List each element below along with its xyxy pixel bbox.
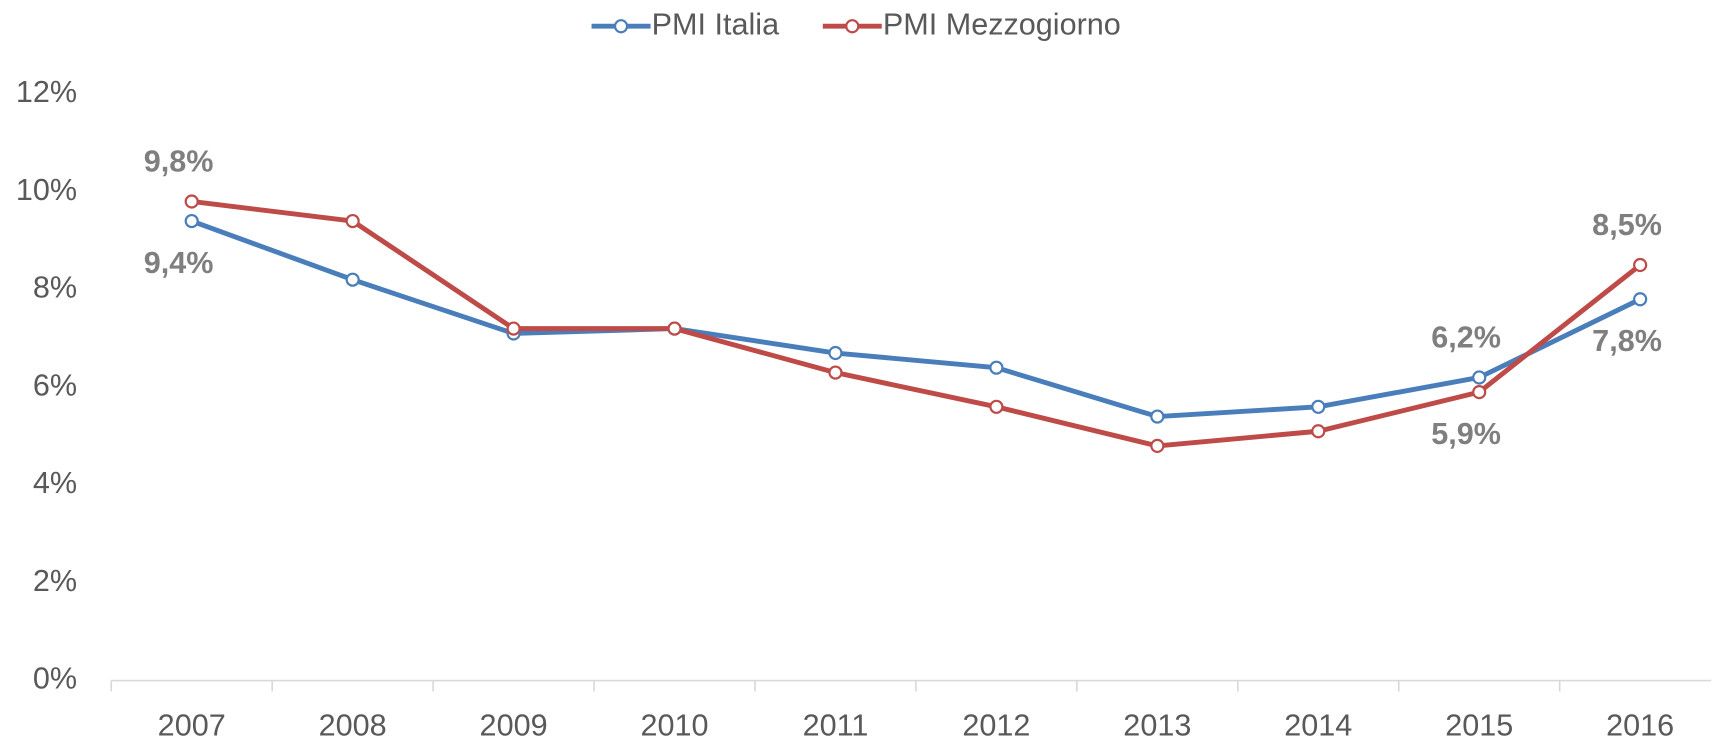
data-point	[1150, 409, 1165, 424]
x-tick-label: 2007	[158, 709, 226, 743]
data-label: 5,9%	[1431, 417, 1501, 451]
data-point	[1311, 424, 1326, 439]
data-label: 9,8%	[144, 144, 214, 178]
data-point	[345, 272, 360, 287]
x-tick-label: 2011	[803, 709, 869, 743]
data-point	[1633, 257, 1648, 273]
data-point	[989, 360, 1004, 375]
y-tick-label: 0%	[33, 662, 77, 696]
y-tick-label: 6%	[33, 368, 77, 402]
data-point	[1472, 370, 1487, 385]
data-point	[1311, 399, 1326, 414]
data-point	[184, 194, 199, 209]
data-label: 7,8%	[1592, 324, 1662, 358]
data-point	[345, 213, 360, 229]
x-tick-label: 2015	[1445, 709, 1513, 743]
data-point	[1633, 292, 1648, 307]
series-line	[191, 199, 1642, 449]
data-label: 9,4%	[144, 246, 214, 280]
legend-label: PMI Mezzogiorno	[883, 7, 1121, 41]
x-tick-label: 2009	[480, 709, 548, 743]
data-label: 6,2%	[1431, 320, 1501, 354]
data-point	[667, 321, 682, 336]
x-tick-label: 2010	[641, 709, 709, 743]
data-point	[506, 321, 521, 336]
y-tick-label: 8%	[33, 271, 77, 305]
x-tick-label: 2014	[1284, 709, 1352, 743]
data-point	[184, 213, 199, 229]
data-point	[989, 399, 1004, 414]
x-tick-label: 2013	[1123, 709, 1191, 743]
y-tick-label: 12%	[16, 75, 77, 109]
data-label: 8,5%	[1592, 208, 1662, 242]
data-point	[1150, 438, 1165, 454]
x-tick-label: 2008	[319, 709, 387, 743]
data-point	[828, 365, 843, 380]
legend-marker	[613, 19, 629, 34]
data-point	[828, 345, 843, 361]
y-tick-label: 4%	[33, 466, 77, 500]
legend-label: PMI Italia	[652, 7, 779, 41]
x-tick-label: 2012	[962, 709, 1030, 743]
y-tick-label: 2%	[33, 564, 77, 598]
x-tick-label: 2016	[1606, 709, 1674, 743]
legend-marker	[845, 19, 860, 34]
y-tick-label: 10%	[16, 173, 77, 207]
data-point	[1472, 385, 1487, 400]
series-line	[190, 218, 1642, 420]
